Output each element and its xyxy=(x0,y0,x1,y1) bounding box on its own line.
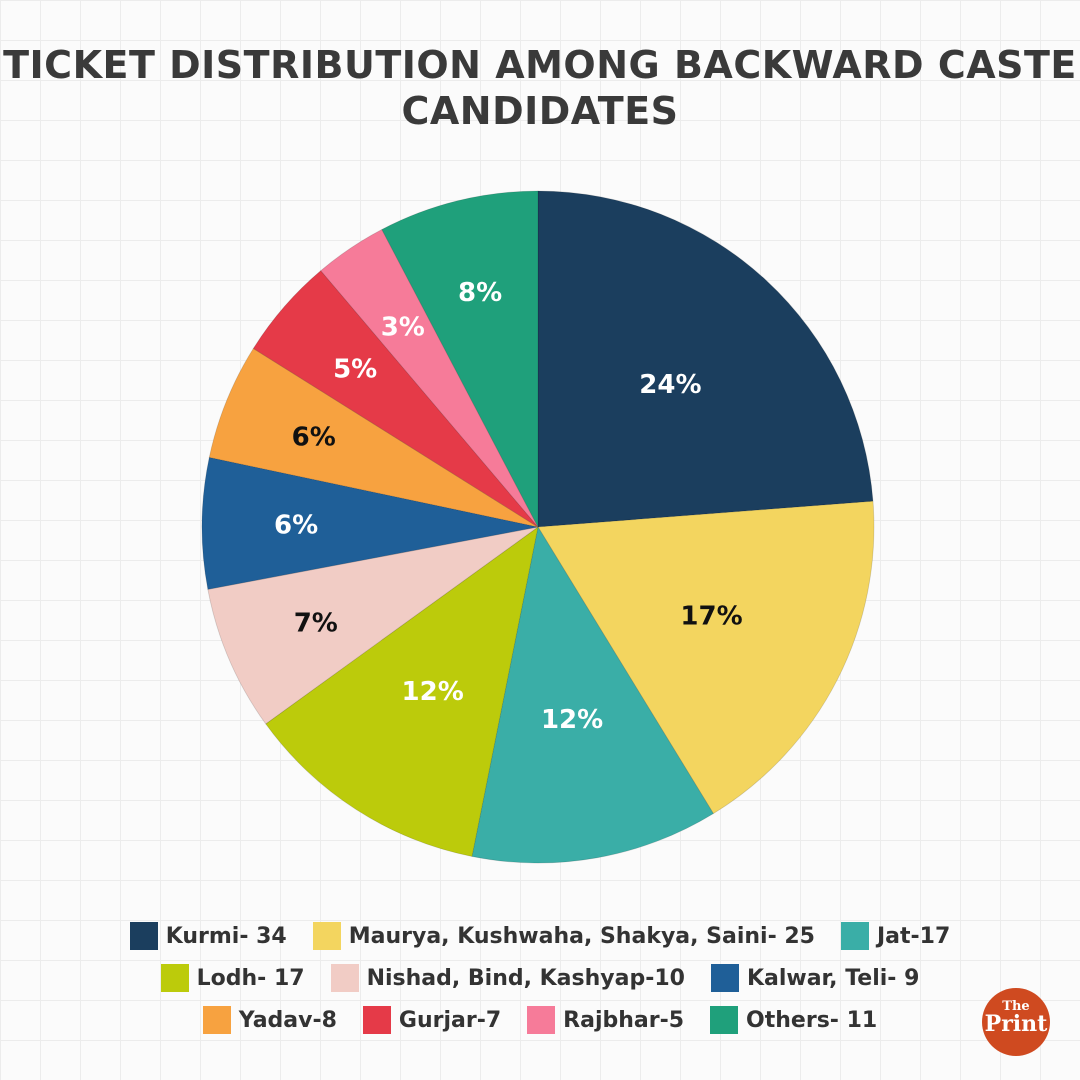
slice-label: 17% xyxy=(680,602,742,632)
legend-row: Kurmi- 34 Maurya, Kushwaha, Shakya, Saini… xyxy=(0,915,1080,957)
legend-row: Yadav-8 Gurjar-7 Rajbhar-5 Others- 11 xyxy=(0,999,1080,1041)
legend-item: Others- 11 xyxy=(710,1006,877,1034)
legend-swatch xyxy=(527,1006,556,1034)
legend-label: Maurya, Kushwaha, Shakya, Saini- 25 xyxy=(348,923,815,949)
pie-slice-jat xyxy=(471,525,714,864)
pie-slice-yadav xyxy=(208,347,539,528)
pie-slice-lodh xyxy=(265,526,539,857)
pie-slice-rajbhar xyxy=(320,228,539,528)
legend-label: Yadav-8 xyxy=(238,1007,337,1033)
legend-swatch xyxy=(160,964,189,992)
legend-swatch xyxy=(362,1006,391,1034)
legend-item: Rajbhar-5 xyxy=(527,1006,684,1034)
legend-swatch xyxy=(312,922,341,950)
legend-item: Kalwar, Teli- 9 xyxy=(710,964,920,992)
legend-item: Maurya, Kushwaha, Shakya, Saini- 25 xyxy=(312,922,815,950)
legend-item: Kurmi- 34 xyxy=(129,922,287,950)
legend-label: Kalwar, Teli- 9 xyxy=(746,965,920,991)
pie-slice-others xyxy=(381,190,539,528)
legend: Kurmi- 34 Maurya, Kushwaha, Shakya, Saini… xyxy=(0,915,1080,1041)
logo-line1: The xyxy=(1002,999,1030,1014)
legend-item: Nishad, Bind, Kashyap-10 xyxy=(330,964,685,992)
legend-item: Yadav-8 xyxy=(202,1006,337,1034)
chart-title: TICKET DISTRIBUTION AMONG BACKWARD CASTE… xyxy=(3,43,1077,133)
legend-item: Jat-17 xyxy=(841,922,950,950)
slice-label: 7% xyxy=(294,609,338,639)
legend-label: Nishad, Bind, Kashyap-10 xyxy=(366,965,685,991)
legend-swatch xyxy=(710,1006,739,1034)
pie-slice-nishad-bind-kashyap xyxy=(207,526,539,725)
legend-item: Lodh- 17 xyxy=(160,964,305,992)
legend-swatch xyxy=(202,1006,231,1034)
legend-swatch xyxy=(129,922,158,950)
slice-label: 3% xyxy=(381,312,425,342)
slice-label: 8% xyxy=(458,278,502,308)
legend-swatch xyxy=(330,964,359,992)
slice-label: 24% xyxy=(639,370,701,400)
slice-label: 12% xyxy=(402,677,464,707)
pie-slice-maurya-kushwaha-shakya-saini xyxy=(537,500,875,815)
legend-label: Others- 11 xyxy=(746,1007,878,1033)
legend-swatch xyxy=(841,922,869,950)
pie-slice-gurjar xyxy=(252,270,539,528)
slice-label: 6% xyxy=(292,422,336,452)
slice-label: 5% xyxy=(333,355,377,385)
theprint-logo: The Print xyxy=(982,988,1050,1056)
legend-row: Lodh- 17 Nishad, Bind, Kashyap-10 Kalwar, … xyxy=(0,957,1080,999)
legend-label: Rajbhar-5 xyxy=(563,1007,685,1033)
legend-label: Gurjar-7 xyxy=(398,1007,502,1033)
slice-label: 12% xyxy=(541,705,603,735)
slice-label: 6% xyxy=(274,510,318,540)
legend-swatch xyxy=(710,964,739,992)
pie-slice-kurmi xyxy=(537,190,874,528)
legend-label: Lodh- 17 xyxy=(196,965,305,991)
pie-slice-kalwar-teli xyxy=(201,456,539,590)
legend-label: Jat-17 xyxy=(877,923,951,949)
logo-line2: Print xyxy=(984,1011,1048,1037)
legend-item: Gurjar-7 xyxy=(362,1006,502,1034)
legend-label: Kurmi- 34 xyxy=(165,923,287,949)
